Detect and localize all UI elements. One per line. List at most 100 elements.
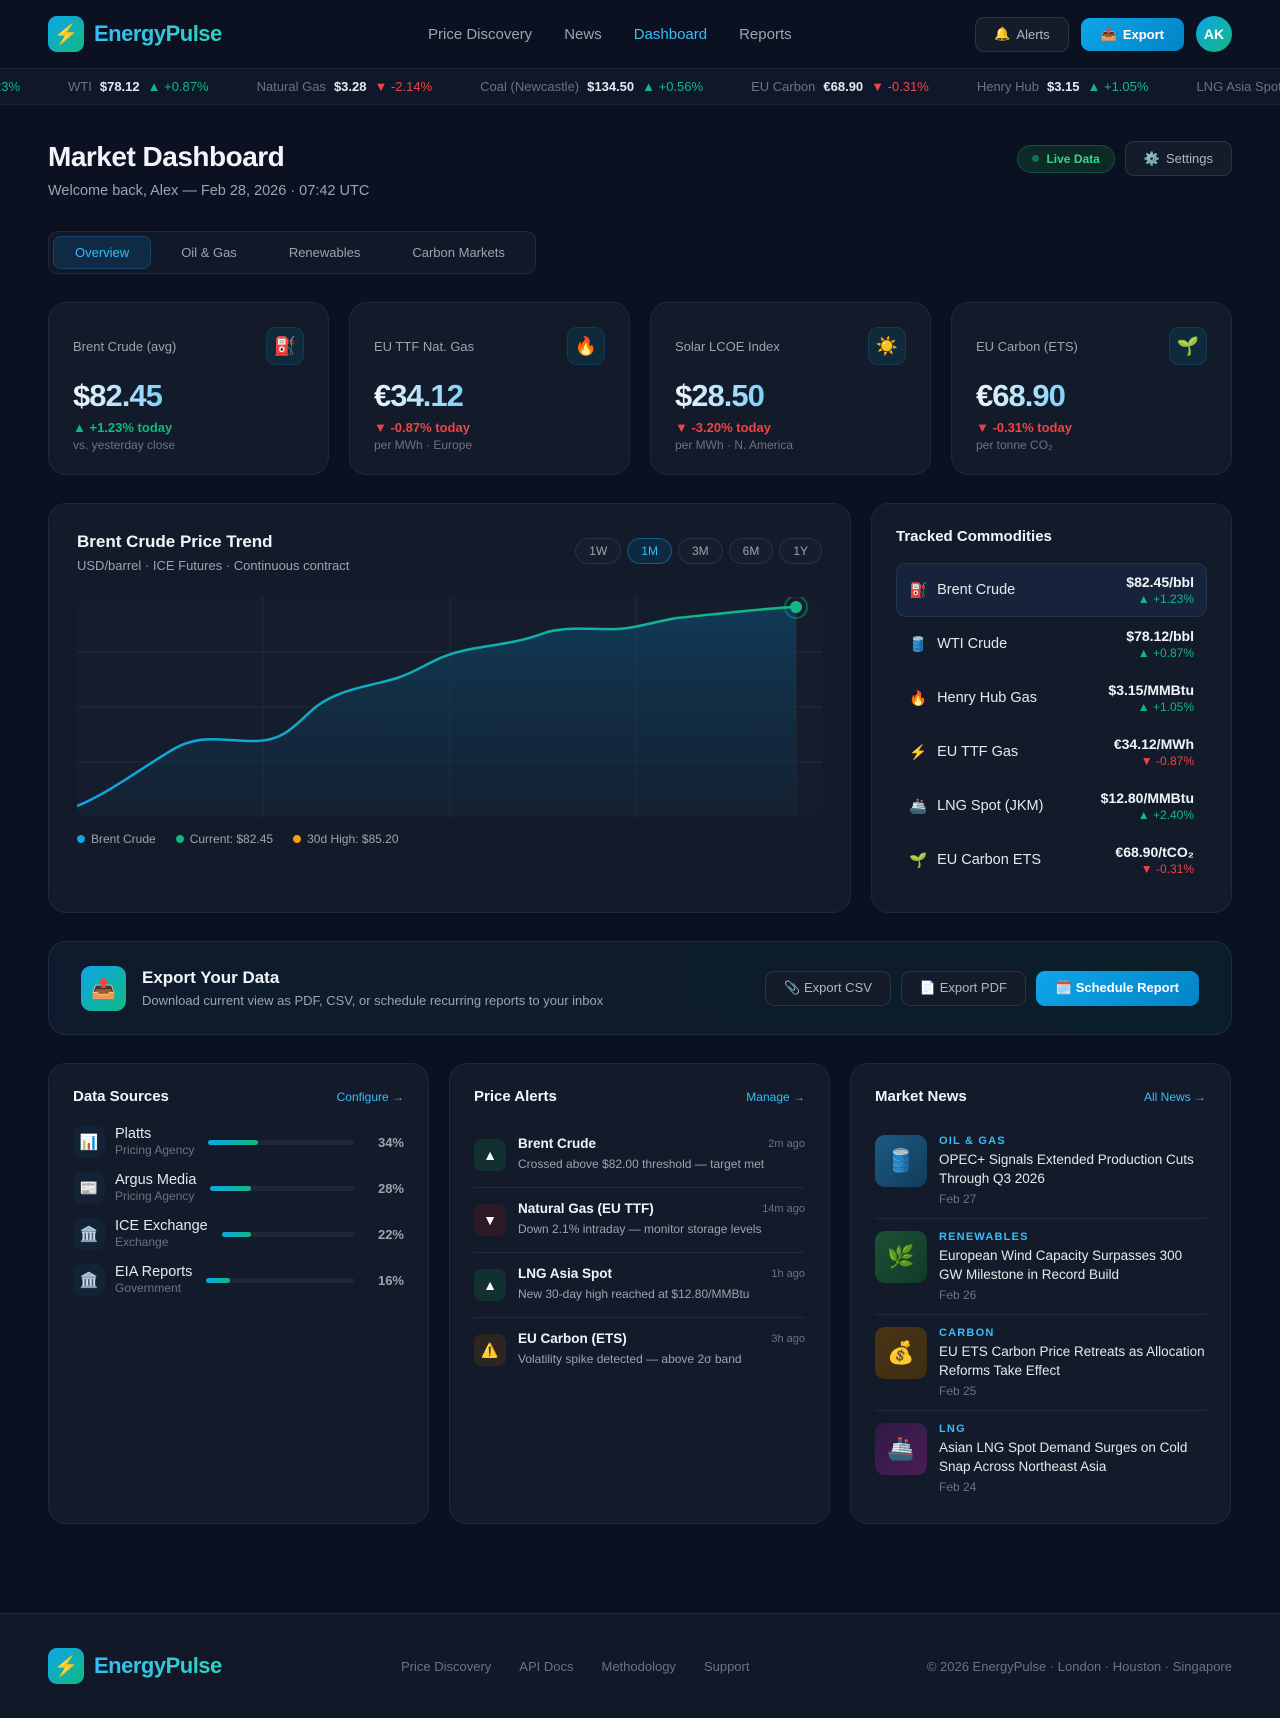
sun-icon: ☀️ — [868, 327, 906, 365]
kpi-card-brent[interactable]: Brent Crude (avg) ⛽ $82.45 ▲ +1.23% today… — [48, 302, 329, 475]
commodity-row-henry-hub[interactable]: 🔥 Henry Hub Gas $3.15/MMBtu ▲ +1.05% — [896, 671, 1207, 725]
tab-oil-gas[interactable]: Oil & Gas — [181, 245, 237, 260]
commodity-row-wti[interactable]: 🛢️ WTI Crude $78.12/bbl ▲ +0.87% — [896, 617, 1207, 671]
export-button[interactable]: 📤 Export — [1080, 17, 1184, 51]
alert-item[interactable]: ⚠️ EU Carbon (ETS) Volatility spike detec… — [474, 1318, 805, 1382]
alert-description: Down 2.1% intraday — monitor storage lev… — [518, 1222, 762, 1236]
live-data-badge: Live Data — [1017, 144, 1115, 173]
footer-link-api-docs[interactable]: API Docs — [519, 1658, 574, 1674]
oil-barrel-icon: 🛢️ — [875, 1135, 927, 1187]
nav-reports[interactable]: Reports — [739, 25, 792, 43]
source-type: Exchange — [115, 1235, 169, 1250]
brand-logo[interactable]: ⚡ EnergyPulse — [48, 16, 222, 52]
commodity-change: ▼ -0.31% — [1140, 862, 1194, 876]
commodity-name: WTI Crude — [937, 636, 1008, 652]
ship-icon: 🚢 — [875, 1423, 927, 1475]
alert-title: LNG Asia Spot — [518, 1266, 613, 1281]
price-chart[interactable] — [77, 597, 822, 817]
source-row[interactable]: 📰 Argus Media Pricing Agency 28% — [73, 1165, 404, 1211]
kpi-card-solar[interactable]: Solar LCOE Index ☀️ $28.50 ▼ -3.20% today… — [650, 302, 931, 475]
outbox-icon: 📤 — [1100, 26, 1117, 41]
alert-time: 3h ago — [771, 1333, 805, 1345]
range-6m[interactable]: 6M — [728, 538, 774, 564]
bank-building-icon: 🏛️ — [73, 1264, 105, 1296]
tab-renewables[interactable]: Renewables — [288, 245, 361, 260]
nav-price-discovery[interactable]: Price Discovery — [428, 25, 533, 43]
user-avatar[interactable]: AK — [1196, 16, 1232, 52]
export-subtitle: Download current view as PDF, CSV, or sc… — [142, 993, 604, 1008]
alert-time: 1h ago — [771, 1268, 805, 1280]
manage-link[interactable]: Manage → — [746, 1089, 805, 1104]
commodity-row-lng[interactable]: 🚢 LNG Spot (JKM) $12.80/MMBtu ▲ +2.40% — [896, 779, 1207, 833]
commodity-change: ▲ +1.23% — [1137, 592, 1194, 606]
kpi-card-ttf[interactable]: EU TTF Nat. Gas 🔥 €34.12 ▼ -0.87% today p… — [349, 302, 630, 475]
commodity-row-brent[interactable]: ⛽ Brent Crude $82.45/bbl ▲ +1.23% — [896, 563, 1207, 617]
ticker-item: WTI $78.12 ▲ +0.87% — [68, 79, 209, 94]
lightning-icon: ⚡ — [48, 1648, 84, 1684]
news-item[interactable]: 🚢 LNG Asian LNG Spot Demand Surges on Col… — [875, 1411, 1206, 1506]
schedule-report-button[interactable]: 🗓️ Schedule Report — [1035, 970, 1199, 1006]
news-category: RENEWABLES — [939, 1231, 1029, 1243]
nav-news[interactable]: News — [564, 25, 602, 43]
source-row[interactable]: 🏛️ ICE Exchange Exchange 22% — [73, 1211, 404, 1257]
settings-button[interactable]: ⚙️ Settings — [1124, 141, 1232, 176]
footer-link-price-discovery[interactable]: Price Discovery — [401, 1658, 492, 1674]
commodity-change: ▼ -0.87% — [1140, 754, 1194, 768]
ticker-item: LNG Asia Spot — [1196, 79, 1280, 94]
news-category: CARBON — [939, 1327, 995, 1339]
range-1w[interactable]: 1W — [575, 538, 622, 564]
fire-icon: 🔥 — [909, 690, 928, 707]
commodity-row-ttf[interactable]: ⚡ EU TTF Gas €34.12/MWh ▼ -0.87% — [896, 725, 1207, 779]
range-3m[interactable]: 3M — [677, 538, 723, 564]
commodity-row-carbon[interactable]: 🌱 EU Carbon ETS €68.90/tCO₂ ▼ -0.31% — [896, 833, 1207, 887]
export-banner: 📤 Export Your Data Download current view… — [48, 941, 1232, 1035]
news-item[interactable]: 🛢️ OIL & GAS OPEC+ Signals Extended Produ… — [875, 1123, 1206, 1219]
commodity-change: ▲ +0.87% — [1137, 646, 1194, 660]
page-footer: ⚡ EnergyPulse Price Discovery API Docs M… — [0, 1613, 1280, 1718]
commodity-name: Henry Hub Gas — [937, 690, 1037, 706]
tracked-commodities-card: Tracked Commodities ⛽ Brent Crude $82.45/… — [871, 503, 1232, 913]
configure-link[interactable]: Configure → — [336, 1089, 404, 1104]
kpi-note: vs. yesterday close — [73, 438, 176, 452]
source-row[interactable]: 🏛️ EIA Reports Government 16% — [73, 1257, 404, 1303]
source-row[interactable]: 📊 Platts Pricing Agency 34% — [73, 1119, 404, 1165]
range-1y[interactable]: 1Y — [779, 538, 822, 564]
legend-current: Current: $82.45 — [175, 832, 273, 846]
source-type: Government — [115, 1281, 182, 1296]
kpi-label: Solar LCOE Index — [675, 338, 780, 354]
kpi-value: €34.12 — [374, 378, 464, 413]
export-csv-button[interactable]: 📎 Export CSV — [765, 970, 891, 1006]
alert-item[interactable]: ▲ LNG Asia Spot New 30-day high reached a… — [474, 1253, 805, 1318]
kpi-label: Brent Crude (avg) — [73, 338, 177, 354]
all-news-link[interactable]: All News → — [1143, 1089, 1206, 1104]
footer-link-methodology[interactable]: Methodology — [601, 1658, 676, 1674]
seedling-icon: 🌱 — [909, 852, 928, 869]
tab-overview[interactable]: Overview — [53, 236, 152, 269]
alert-item[interactable]: ▼ Natural Gas (EU TTF) Down 2.1% intraday… — [474, 1188, 805, 1253]
price-ticker: 23% WTI$78.12▲ +0.87% Natural Gas$3.28▼ … — [0, 68, 1280, 105]
export-title: Export Your Data — [142, 968, 280, 987]
footer-logo[interactable]: ⚡ EnergyPulse — [48, 1648, 222, 1684]
export-pdf-button[interactable]: 📄 Export PDF — [900, 970, 1026, 1006]
news-item[interactable]: 🌿 RENEWABLES European Wind Capacity Surpa… — [875, 1219, 1206, 1315]
bell-icon: 🔔 — [994, 26, 1011, 41]
alert-time: 14m ago — [762, 1203, 805, 1215]
ticker-item: Coal (Newcastle) $134.50 ▲ +0.56% — [480, 79, 704, 94]
kpi-card-carbon[interactable]: EU Carbon (ETS) 🌱 €68.90 ▼ -0.31% today p… — [951, 302, 1232, 475]
news-headline: European Wind Capacity Surpasses 300 GW … — [939, 1248, 1183, 1282]
alert-item[interactable]: ▲ Brent Crude Crossed above $82.00 thresh… — [474, 1123, 805, 1188]
tab-carbon-markets[interactable]: Carbon Markets — [412, 245, 505, 260]
source-type: Pricing Agency — [115, 1189, 195, 1204]
price-chart-svg — [77, 597, 822, 817]
live-label: Live Data — [1046, 151, 1100, 166]
footer-link-support[interactable]: Support — [703, 1658, 750, 1674]
ticker-item: Natural Gas $3.28 ▼ -2.14% — [256, 79, 433, 94]
fuel-pump-icon: ⛽ — [909, 582, 928, 599]
nav-dashboard[interactable]: Dashboard — [633, 25, 708, 43]
alerts-button[interactable]: 🔔 Alerts — [975, 16, 1069, 52]
range-1m[interactable]: 1M — [627, 538, 672, 564]
fuel-pump-icon: ⛽ — [266, 327, 304, 365]
news-item[interactable]: 💰 CARBON EU ETS Carbon Price Retreats as … — [875, 1315, 1206, 1411]
commodity-name: EU Carbon ETS — [937, 852, 1042, 868]
range-selector: 1W 1M 3M 6M 1Y — [575, 538, 822, 573]
